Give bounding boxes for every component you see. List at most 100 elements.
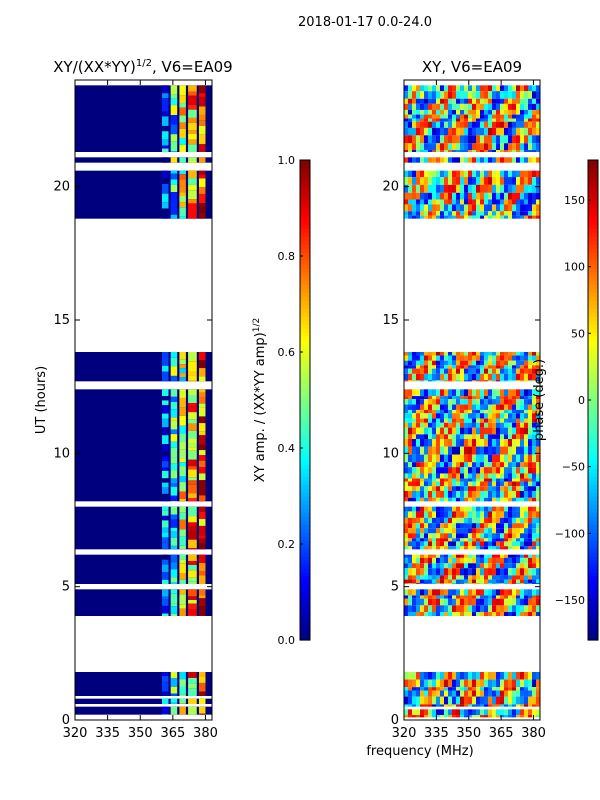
phase-cell [500, 497, 505, 502]
band-cell [198, 207, 206, 213]
phase-cell [512, 595, 517, 599]
phase-cell [496, 396, 501, 400]
colorbar-step [300, 468, 310, 473]
phase-cell [520, 497, 525, 502]
phase-cell [404, 528, 409, 534]
phase-cell [452, 192, 457, 200]
band-cell [198, 93, 206, 97]
phase-cell [524, 170, 529, 178]
band-cell [179, 579, 186, 584]
data-segment [404, 389, 541, 502]
phase-cell [520, 204, 525, 212]
phase-cell [476, 149, 481, 152]
phase-cell [404, 497, 409, 502]
phase-cell [472, 199, 477, 205]
phase-cell [484, 114, 489, 119]
band-cell [170, 606, 178, 614]
phase-cell [440, 557, 445, 564]
phase-cell [472, 114, 477, 119]
phase-cell [440, 204, 445, 212]
phase-cell [492, 373, 497, 381]
colorbar-step [588, 364, 598, 369]
phase-cell [424, 418, 429, 423]
phase-cell [460, 85, 465, 92]
phase-cell [424, 215, 429, 219]
phase-cell [496, 149, 501, 152]
phase-cell [412, 380, 417, 382]
phase-cell [480, 352, 485, 356]
phase-cell [504, 579, 509, 584]
phase-cell [484, 439, 489, 447]
phase-cell [416, 598, 421, 606]
phase-cell [412, 497, 417, 502]
phase-cell [524, 605, 529, 612]
phase-cell [528, 439, 533, 447]
phase-cell [440, 672, 445, 680]
phase-cell [528, 568, 533, 576]
band-cell [170, 554, 178, 563]
phase-cell [508, 184, 513, 193]
phase-cell [464, 404, 469, 410]
phase-cell [468, 546, 473, 550]
phase-cell [412, 473, 417, 479]
phase-cell [424, 506, 429, 512]
phase-cell [516, 554, 521, 558]
phase-cell [404, 605, 409, 612]
colorbar-step [588, 344, 598, 349]
phase-cell [404, 486, 409, 491]
phase-cell [492, 568, 497, 576]
phase-cell [476, 690, 481, 697]
x-tick-label: 380 [521, 726, 546, 741]
phase-cell [424, 184, 429, 193]
colorbar-step [300, 576, 310, 581]
phase-cell [520, 709, 525, 716]
phase-cell [516, 595, 521, 599]
phase-cell [468, 523, 473, 529]
band-cell [179, 195, 186, 203]
phase-cell [492, 389, 497, 397]
phase-cell [488, 114, 493, 119]
colorbar-step [588, 432, 598, 437]
phase-cell [424, 672, 429, 680]
phase-cell [520, 98, 525, 104]
phase-cell [456, 557, 461, 564]
band-cell [198, 682, 206, 692]
phase-cell [408, 528, 413, 534]
band-cell [170, 457, 178, 464]
phase-cell [500, 575, 505, 580]
phase-cell [496, 583, 501, 584]
colorbar-step [588, 456, 598, 461]
phase-cell [412, 170, 417, 178]
phase-cell [412, 149, 417, 152]
phase-cell [428, 583, 433, 584]
phase-cell [520, 192, 525, 200]
phase-cell [512, 434, 517, 440]
phase-cell [448, 486, 453, 491]
phase-cell [420, 118, 425, 122]
phase-cell [536, 355, 541, 361]
phase-cell [464, 177, 469, 185]
colorbar-step [588, 304, 598, 309]
phase-cell [488, 528, 493, 534]
phase-cell [460, 380, 465, 382]
phase-cell [464, 575, 469, 580]
phase-cell [416, 389, 421, 397]
phase-cell [504, 490, 509, 498]
phase-cell [404, 121, 409, 128]
phase-cell [456, 462, 461, 468]
band-cell [179, 545, 186, 550]
colorbar-step [300, 608, 310, 613]
phase-cell [484, 192, 489, 200]
colorbar-step [588, 424, 598, 429]
phase-cell [448, 114, 453, 119]
colorbar-step [300, 168, 310, 173]
band-cell [198, 203, 206, 208]
phase-cell [444, 360, 449, 366]
data-segment [404, 554, 541, 584]
phase-cell [436, 538, 441, 542]
phase-cell [448, 418, 453, 423]
phase-cell [472, 563, 477, 569]
phase-cell [428, 462, 433, 468]
phase-cell [480, 538, 485, 542]
colorbar-step [588, 292, 598, 297]
